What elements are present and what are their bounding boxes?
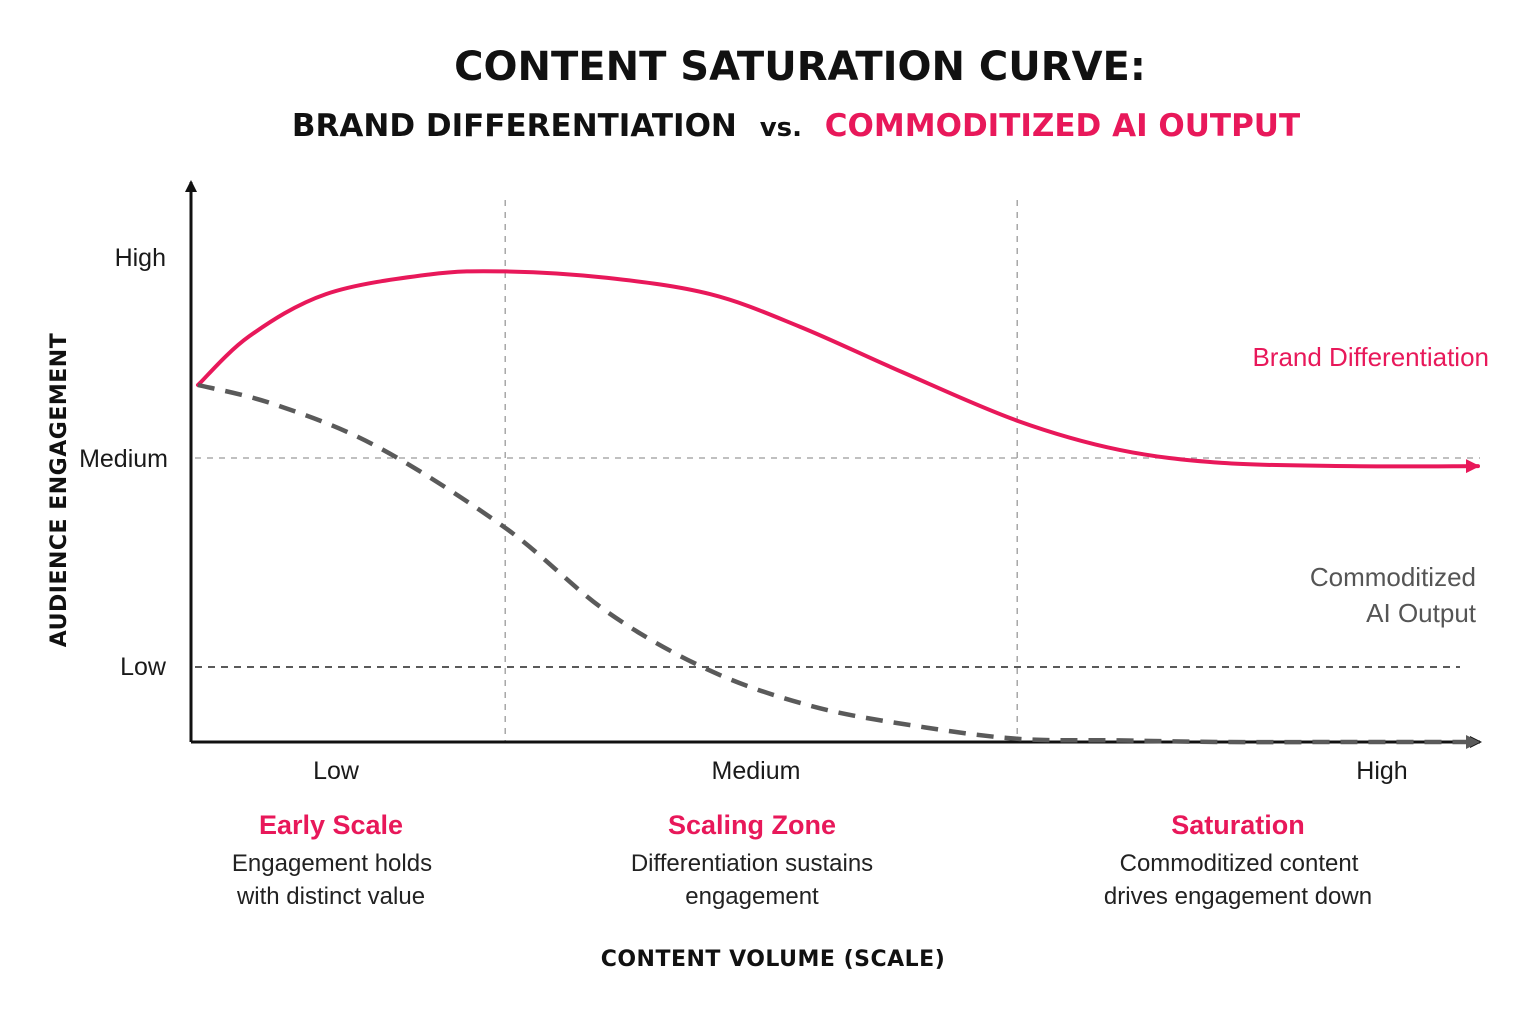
zone-title: Early Scale — [259, 810, 403, 840]
zone-desc-line: with distinct value — [236, 883, 425, 910]
chart-title: CONTENT SATURATION CURVE: — [454, 44, 1146, 90]
zone-title: Scaling Zone — [668, 810, 836, 840]
y-tick-high: High — [115, 244, 166, 272]
zone-desc-line: Differentiation sustains — [631, 850, 873, 877]
y-axis-title: AUDIENCE ENGAGEMENT — [47, 333, 72, 647]
series-label-line: Commoditized — [1310, 562, 1476, 592]
series-line-brand-differentiation — [196, 269, 1480, 474]
zone-desc-line: Commoditized content — [1120, 850, 1359, 877]
y-tick-medium: Medium — [79, 445, 168, 473]
series-label-commoditized-ai-output: Commoditized AI Output — [1310, 562, 1477, 628]
series-label-line: AI Output — [1366, 598, 1477, 628]
zone-desc-line: drives engagement down — [1104, 883, 1372, 910]
x-tick-high: High — [1356, 757, 1407, 785]
zone-title: Saturation — [1171, 810, 1305, 840]
y-tick-low: Low — [120, 653, 167, 681]
zone-desc-line: engagement — [685, 883, 819, 910]
subtitle-vs: vs. — [760, 113, 802, 143]
x-tick-medium: Medium — [712, 757, 801, 785]
zone-scaling: Scaling Zone Differentiation sustains en… — [631, 810, 873, 910]
chart-subtitle: BRAND DIFFERENTIATION vs. COMMODITIZED A… — [292, 108, 1300, 144]
subtitle-part2: COMMODITIZED AI OUTPUT — [825, 108, 1300, 144]
subtitle-part1: BRAND DIFFERENTIATION — [292, 108, 737, 144]
zone-desc-line: Engagement holds — [232, 850, 432, 877]
x-axis-title: CONTENT VOLUME (SCALE) — [601, 947, 946, 972]
zone-saturation: Saturation Commoditized content drives e… — [1104, 810, 1372, 910]
zone-early-scale: Early Scale Engagement holds with distin… — [232, 810, 432, 910]
x-tick-low: Low — [313, 757, 360, 785]
series-line-commoditized-ai-output — [197, 382, 1480, 749]
series-label-brand-differentiation: Brand Differentiation — [1252, 342, 1489, 372]
